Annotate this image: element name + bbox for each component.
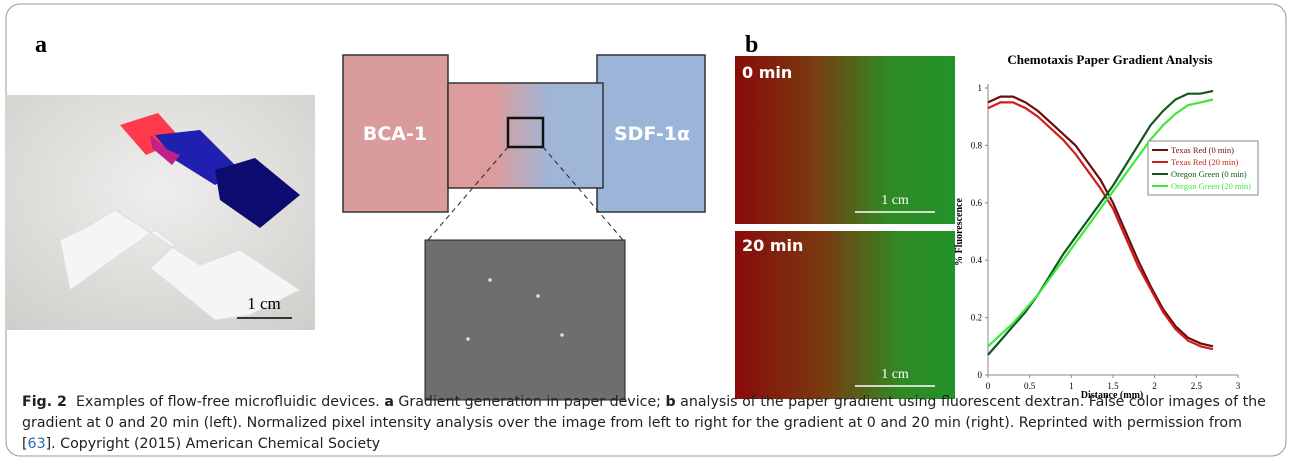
caption-text: Gradient generation in paper device; — [394, 394, 666, 410]
chart-title: Chemotaxis Paper Gradient Analysis — [1007, 52, 1212, 67]
x-tick-label: 1 — [1069, 381, 1074, 391]
panel-label: b — [745, 32, 758, 58]
time-label: 0 min — [742, 63, 792, 82]
x-tick-label: 3 — [1236, 381, 1241, 391]
scale-label: 1 cm — [247, 294, 281, 313]
series-line — [988, 91, 1213, 355]
legend-label: Oregon Green (0 min) — [1171, 169, 1247, 179]
x-tick-label: 1.5 — [1107, 381, 1119, 391]
y-tick-label: 0.8 — [971, 140, 983, 150]
legend-label: Oregon Green (20 min) — [1171, 181, 1251, 191]
series-line — [988, 100, 1213, 347]
x-tick-label: 2.5 — [1191, 381, 1203, 391]
series-line — [988, 97, 1213, 347]
y-tick-label: 0.4 — [971, 255, 983, 265]
y-tick-label: 1 — [978, 83, 983, 93]
legend-label: Texas Red (0 min) — [1171, 145, 1234, 155]
panel-label: a — [35, 32, 47, 58]
box-label: BCA-1 — [363, 123, 427, 145]
caption-text: b — [665, 394, 675, 410]
x-tick-label: 0.5 — [1024, 381, 1036, 391]
legend-label: Texas Red (20 min) — [1171, 157, 1238, 167]
chart: Chemotaxis Paper Gradient Analysis Dista… — [954, 52, 1258, 401]
y-axis-label: % Fluorescence — [954, 198, 965, 266]
caption: Fig. 2 Examples of flow-free microfluidi… — [22, 392, 1280, 455]
x-tick-label: 0 — [986, 381, 991, 391]
caption-text: ]. Copyright (2015) American Chemical So… — [46, 436, 381, 452]
y-tick-label: 0.6 — [971, 198, 983, 208]
citation-link[interactable]: 63 — [28, 436, 46, 452]
y-tick-label: 0 — [978, 370, 983, 380]
y-tick-label: 0.2 — [971, 313, 982, 323]
caption-label: Fig. 2 — [22, 394, 67, 410]
diagram: BCA-1 SDF-1α — [343, 55, 705, 400]
page: a 1 cm BCA-1 SDF-1α b 0 min 20 min 1 cm … — [0, 0, 1293, 467]
box-label: SDF-1α — [614, 123, 690, 145]
caption-text: a — [384, 394, 394, 410]
caption-text: Examples of flow-free microfluidic devic… — [76, 394, 384, 410]
time-label: 20 min — [742, 236, 803, 255]
scale-label: 1 cm — [881, 193, 909, 208]
photo: 1 cm — [5, 95, 315, 330]
x-tick-label: 2 — [1152, 381, 1157, 391]
scale-label: 1 cm — [881, 367, 909, 382]
gradient-images: 0 min 20 min 1 cm 1 cm — [735, 56, 955, 399]
